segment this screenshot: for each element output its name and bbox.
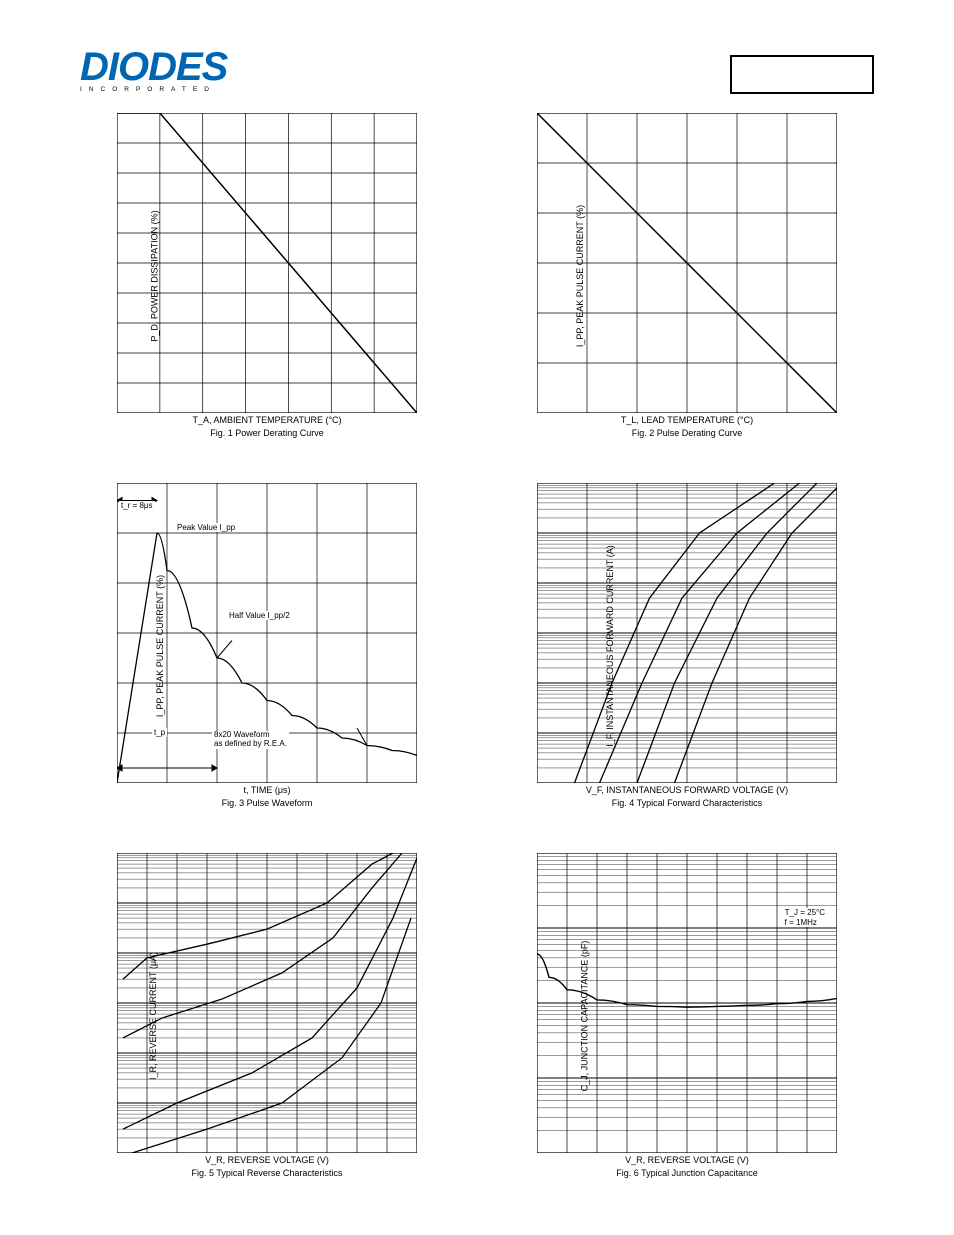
fig6-junction-cap: C_J, JUNCTION CAPACITANCE (pF) V_R, REVE… bbox=[537, 853, 837, 1178]
fig4-forward-char: I_F, INSTANTANEOUS FORWARD CURRENT (A) V… bbox=[537, 483, 837, 808]
fig1-caption: Fig. 1 Power Derating Curve bbox=[117, 428, 417, 438]
fig3-annot-tp: t_p bbox=[152, 728, 167, 737]
chart-row-3: I_R, REVERSE CURRENT (μA) V_R, REVERSE V… bbox=[0, 853, 954, 1178]
fig6-annot: T_J = 25°C f = 1MHz bbox=[783, 908, 827, 927]
fig3-annot-tr: t_r = 8μs bbox=[119, 501, 155, 510]
fig1-power-derating: P_D, POWER DISSIPATION (%) T_A, AMBIENT … bbox=[117, 113, 417, 438]
fig5-svg bbox=[117, 853, 417, 1153]
fig5-reverse-char: I_R, REVERSE CURRENT (μA) V_R, REVERSE V… bbox=[117, 853, 417, 1178]
fig2-xlabel: T_L, LEAD TEMPERATURE (°C) bbox=[537, 415, 837, 425]
fig4-ylabel: I_F, INSTANTANEOUS FORWARD CURRENT (A) bbox=[605, 545, 615, 747]
fig3-caption: Fig. 3 Pulse Waveform bbox=[117, 798, 417, 808]
fig3-ylabel: I_PP, PEAK PULSE CURRENT (%) bbox=[155, 574, 165, 716]
company-logo: DIODES INCORPORATED bbox=[80, 45, 227, 93]
fig5-caption: Fig. 5 Typical Reverse Characteristics bbox=[117, 1168, 417, 1178]
logo-subtitle: INCORPORATED bbox=[80, 86, 227, 93]
fig4-svg bbox=[537, 483, 837, 783]
fig3-xlabel: t, TIME (μs) bbox=[117, 785, 417, 795]
charts-container: P_D, POWER DISSIPATION (%) T_A, AMBIENT … bbox=[0, 113, 954, 1223]
logo-text: DIODES bbox=[80, 45, 227, 90]
fig2-caption: Fig. 2 Pulse Derating Curve bbox=[537, 428, 837, 438]
fig3-annot-half: Half Value I_pp/2 bbox=[227, 611, 292, 620]
fig3-annot-wave: 8x20 Waveform as defined by R.E.A. bbox=[212, 731, 289, 749]
fig4-xlabel: V_F, INSTANTANEOUS FORWARD VOLTAGE (V) bbox=[537, 785, 837, 795]
fig6-caption: Fig. 6 Typical Junction Capacitance bbox=[537, 1168, 837, 1178]
part-number-box bbox=[730, 55, 874, 94]
page: DIODES INCORPORATED P_D, POWER DISSIPATI… bbox=[0, 0, 954, 1235]
chart-row-2: I_PP, PEAK PULSE CURRENT (%) t, TIME (μs… bbox=[0, 483, 954, 808]
fig3-annot-peak: Peak Value I_pp bbox=[175, 523, 237, 532]
fig2-ylabel: I_PP, PEAK PULSE CURRENT (%) bbox=[575, 204, 585, 346]
fig1-svg bbox=[117, 113, 417, 413]
fig3-pulse-waveform: I_PP, PEAK PULSE CURRENT (%) t, TIME (μs… bbox=[117, 483, 417, 808]
fig6-xlabel: V_R, REVERSE VOLTAGE (V) bbox=[537, 1155, 837, 1165]
fig1-ylabel: P_D, POWER DISSIPATION (%) bbox=[150, 210, 160, 341]
chart-row-1: P_D, POWER DISSIPATION (%) T_A, AMBIENT … bbox=[0, 113, 954, 438]
fig5-xlabel: V_R, REVERSE VOLTAGE (V) bbox=[117, 1155, 417, 1165]
fig1-xlabel: T_A, AMBIENT TEMPERATURE (°C) bbox=[117, 415, 417, 425]
fig5-ylabel: I_R, REVERSE CURRENT (μA) bbox=[148, 951, 158, 1079]
fig4-caption: Fig. 4 Typical Forward Characteristics bbox=[537, 798, 837, 808]
fig6-ylabel: C_J, JUNCTION CAPACITANCE (pF) bbox=[579, 940, 589, 1091]
fig2-pulse-derating: I_PP, PEAK PULSE CURRENT (%) T_L, LEAD T… bbox=[537, 113, 837, 438]
